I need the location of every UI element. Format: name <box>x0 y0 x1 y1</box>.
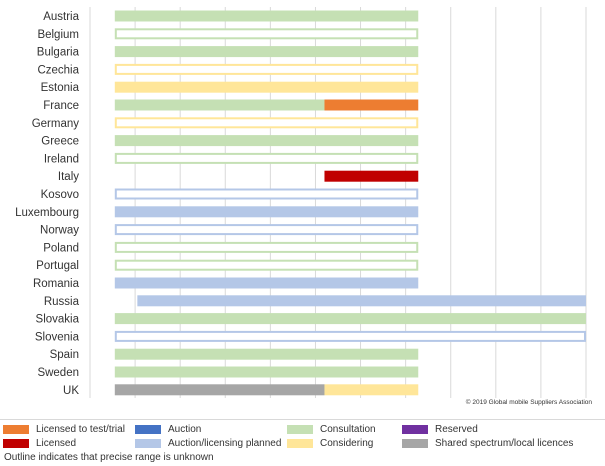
bar-austria-consultation <box>114 10 419 22</box>
country-label-slovenia: Slovenia <box>35 331 80 343</box>
bar-kosovo-auction-planned <box>114 188 419 200</box>
bar-poland-consultation <box>114 241 419 253</box>
country-label-france: France <box>43 100 79 112</box>
bar-sweden-consultation <box>114 366 419 378</box>
country-label-bulgaria: Bulgaria <box>37 47 80 59</box>
country-label-italy: Italy <box>58 171 79 183</box>
legend-item-auction: Auction <box>135 423 201 436</box>
legend-label: Reserved <box>435 424 478 435</box>
bar-uk-shared <box>114 384 325 396</box>
footnote: Outline indicates that precise range is … <box>4 452 214 463</box>
legend-label: Considering <box>320 438 374 449</box>
legend-swatch <box>3 425 29 434</box>
legend-label: Shared spectrum/local licences <box>435 438 574 449</box>
chart: Austria Belgium Bulgaria Czechia Estonia Fran… <box>15 7 593 406</box>
legend-item-reserved: Reserved <box>402 423 478 436</box>
legend-label: Licensed to test/trial <box>36 424 125 435</box>
bar-romania-auction-planned <box>114 277 419 289</box>
country-label-poland: Poland <box>43 242 79 254</box>
bar-slovenia-auction-planned <box>114 330 587 342</box>
bar-ireland-consultation <box>114 152 419 164</box>
country-label-norway: Norway <box>40 225 79 237</box>
legend-divider <box>0 419 605 420</box>
legend-swatch <box>287 439 313 448</box>
country-label-romania: Romania <box>33 278 80 290</box>
country-label-portugal: Portugal <box>36 260 79 272</box>
legend-label: Consultation <box>320 424 376 435</box>
legend-item-auction-planned: Auction/licensing planned <box>135 437 281 450</box>
country-label-spain: Spain <box>50 349 79 361</box>
country-label-sweden: Sweden <box>37 367 79 379</box>
legend-label: Licensed <box>36 438 77 449</box>
bar-norway-auction-planned <box>114 224 419 236</box>
bar-luxembourg-auction-planned <box>114 206 419 218</box>
country-label-germany: Germany <box>32 118 80 130</box>
legend-swatch <box>287 425 313 434</box>
bar-russia-auction-planned <box>137 295 586 307</box>
legend-label: Auction/licensing planned <box>168 438 282 449</box>
bar-estonia-considering <box>114 81 419 93</box>
legend: Licensed to test/trial Auction Consultatio… <box>0 423 605 451</box>
bar-belgium-consultation <box>114 28 419 40</box>
country-label-ireland: Ireland <box>44 153 79 165</box>
bar-czechia-considering <box>114 63 419 75</box>
country-label-luxembourg: Luxembourg <box>15 207 79 219</box>
country-label-slovakia: Slovakia <box>36 314 80 326</box>
bars <box>114 10 587 396</box>
bar-spain-consultation <box>114 348 419 360</box>
country-label-uk: UK <box>63 385 79 397</box>
bar-france-licensed-test-trial <box>324 99 419 111</box>
legend-label: Auction <box>168 424 202 435</box>
legend-item-shared: Shared spectrum/local licences <box>402 437 573 450</box>
copyright-text: © 2019 Global mobile Suppliers Associati… <box>466 398 593 406</box>
legend-item-licensed-test-trial: Licensed to test/trial <box>3 423 125 436</box>
country-label-austria: Austria <box>43 11 79 23</box>
bar-slovakia-consultation <box>114 313 587 325</box>
bar-portugal-consultation <box>114 259 419 271</box>
legend-item-consultation: Consultation <box>287 423 376 436</box>
country-label-russia: Russia <box>44 296 80 308</box>
legend-swatch <box>135 425 161 434</box>
legend-swatch <box>402 439 428 448</box>
bar-italy-licensed <box>324 170 419 182</box>
legend-swatch <box>402 425 428 434</box>
legend-swatch <box>3 439 29 448</box>
legend-item-licensed: Licensed <box>3 437 76 450</box>
country-label-kosovo: Kosovo <box>41 189 79 201</box>
bar-france-consultation <box>114 99 325 111</box>
country-labels: Austria Belgium Bulgaria Czechia Estonia Fran… <box>15 11 80 397</box>
country-label-greece: Greece <box>41 136 79 148</box>
country-label-estonia: Estonia <box>41 82 80 94</box>
bar-germany-considering <box>114 117 419 129</box>
bar-greece-consultation <box>114 135 419 147</box>
country-label-belgium: Belgium <box>37 29 79 41</box>
bar-bulgaria-consultation <box>114 46 419 58</box>
legend-item-considering: Considering <box>287 437 373 450</box>
country-label-czechia: Czechia <box>37 64 79 76</box>
legend-swatch <box>135 439 161 448</box>
bar-uk-considering <box>324 384 419 396</box>
